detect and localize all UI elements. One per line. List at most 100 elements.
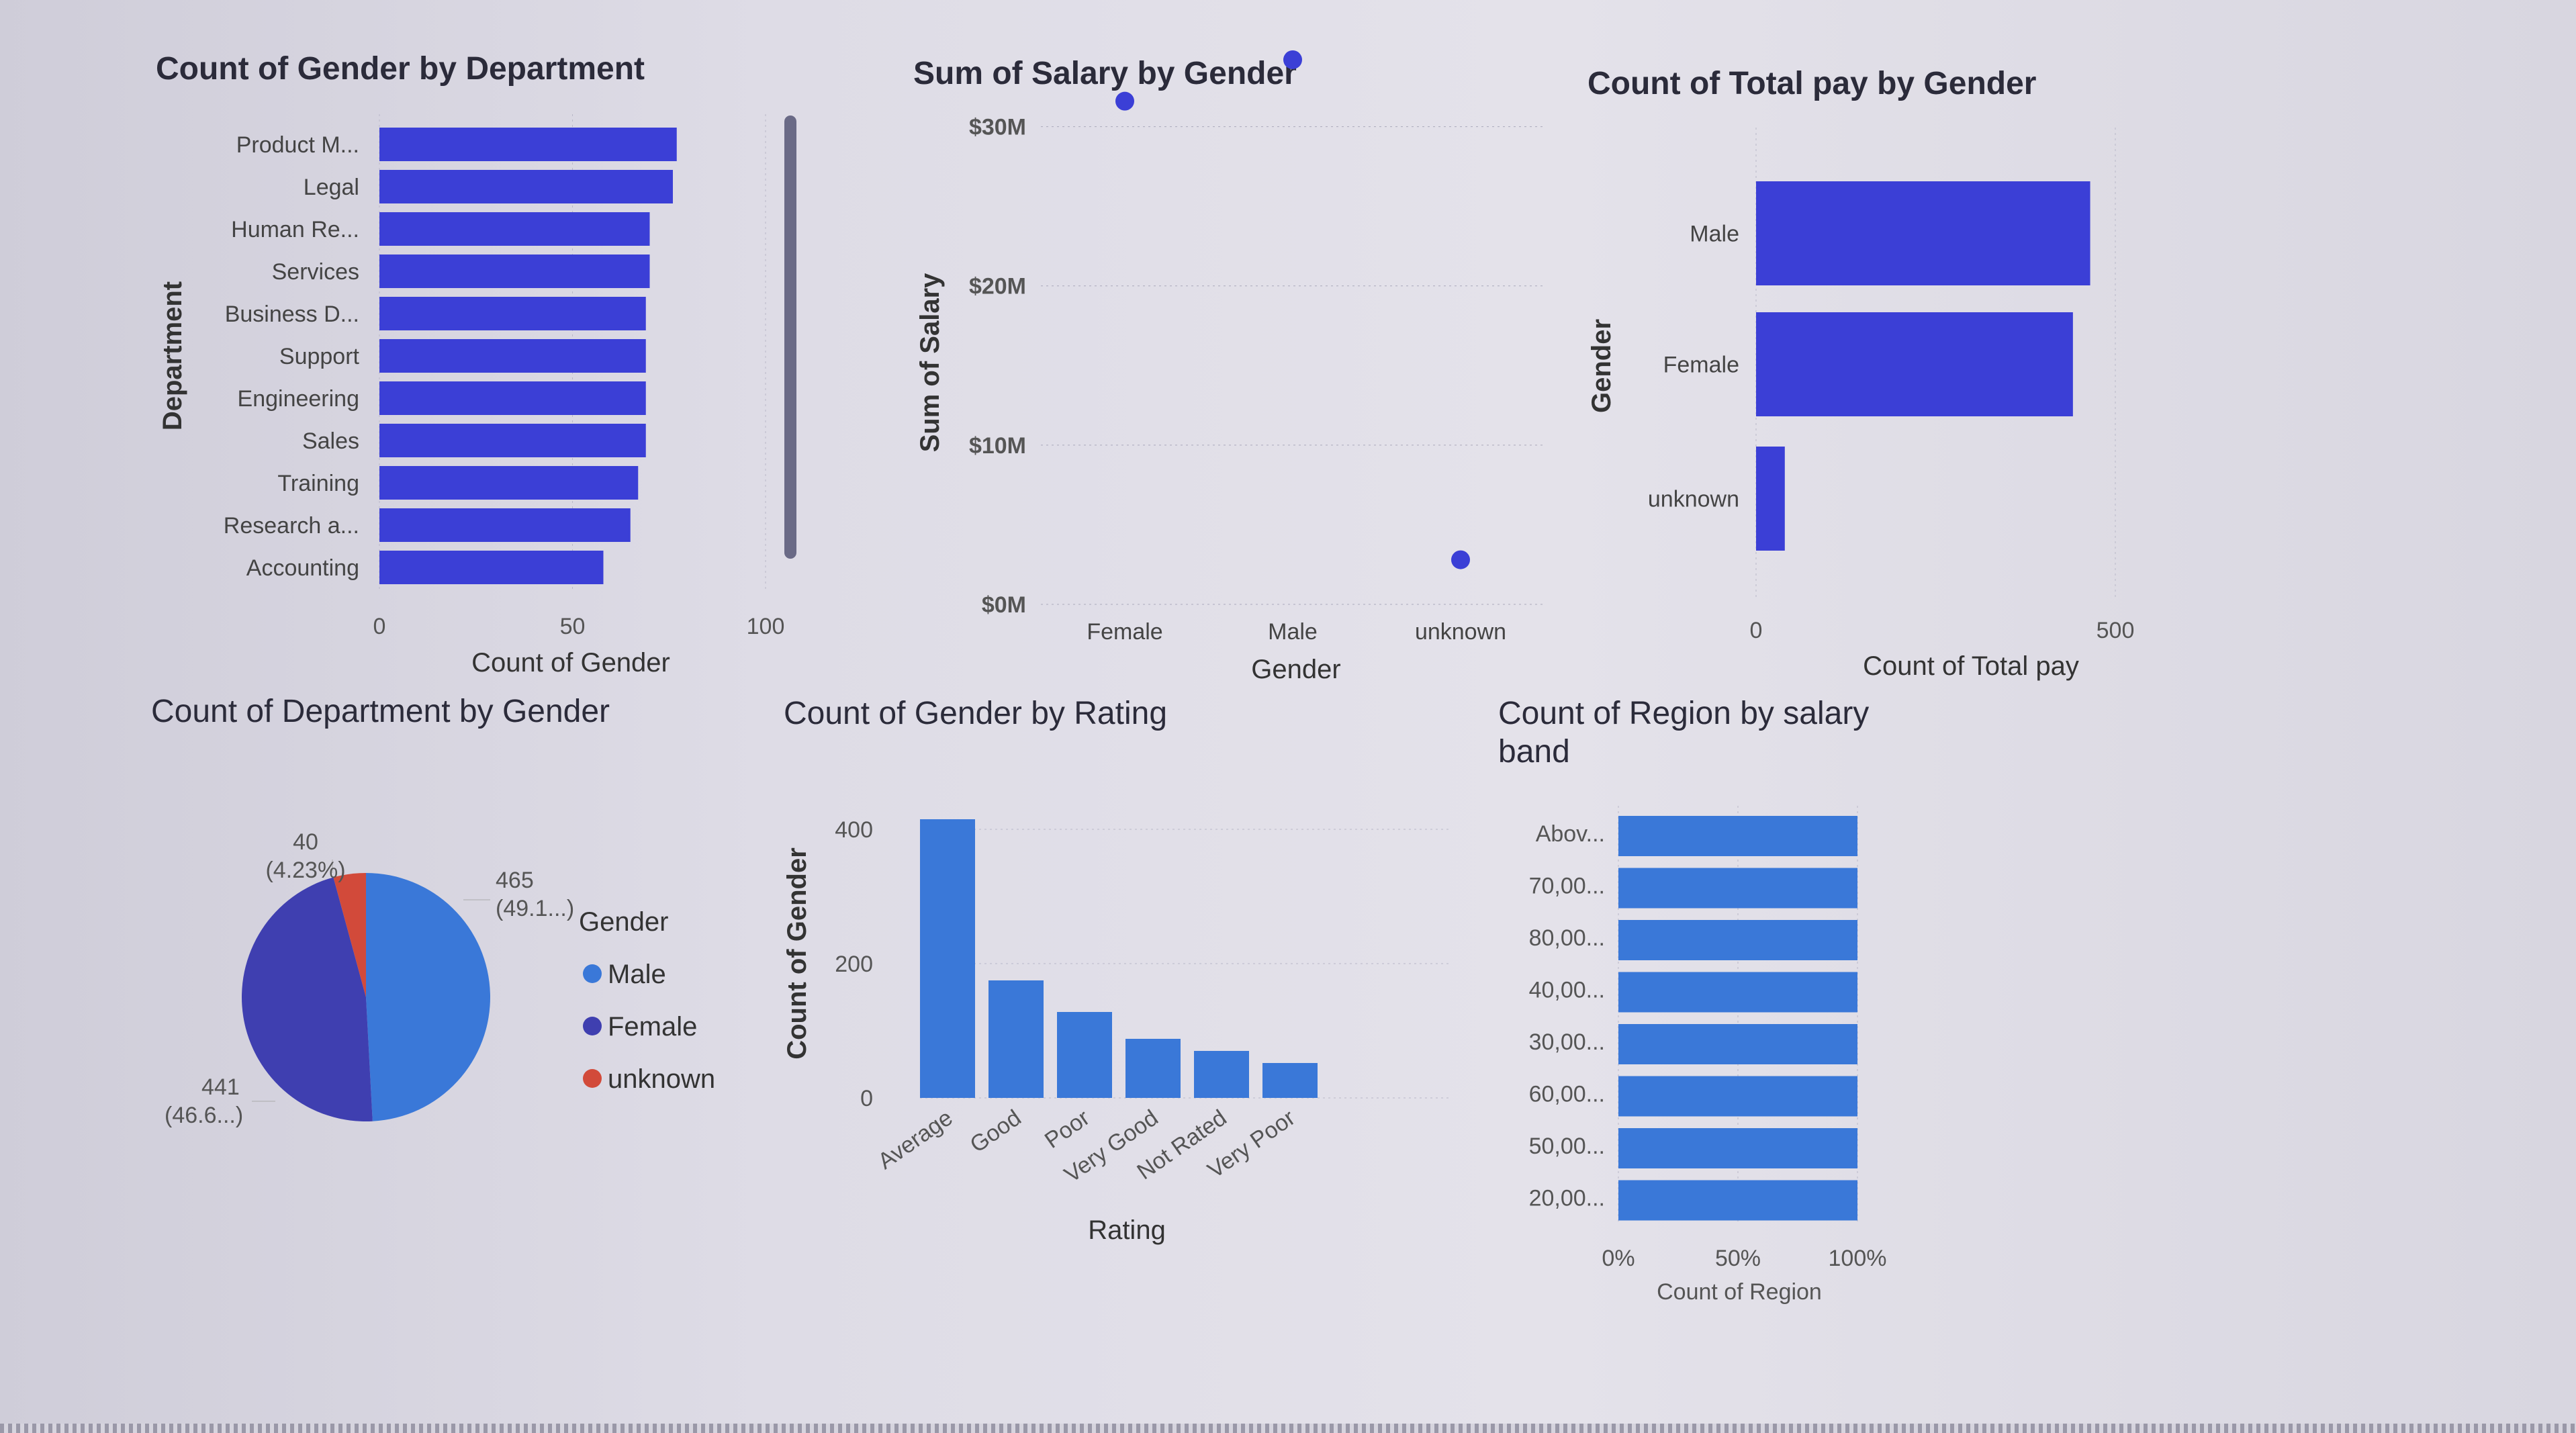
bar [379, 255, 650, 288]
x-tick-label: 100 [747, 614, 785, 639]
y-axis-label: Gender [1587, 319, 1616, 413]
x-category-label: Poor [1040, 1105, 1095, 1153]
y-category-label: 50,00... [1529, 1134, 1605, 1159]
y-category-label: 80,00... [1529, 925, 1605, 951]
y-category-label: Research a... [224, 513, 359, 539]
y-category-label: Business D... [225, 302, 359, 327]
bar [1756, 181, 2090, 285]
y-tick-label: $20M [969, 274, 1026, 299]
bar [1618, 1024, 1857, 1064]
bar [1618, 1076, 1857, 1117]
x-tick-label: 0% [1602, 1246, 1635, 1271]
y-category-label: 20,00... [1529, 1186, 1605, 1211]
x-axis-label: Count of Region [1657, 1279, 1822, 1305]
bar [1618, 868, 1857, 909]
chart-title: Count of Gender by Department [156, 51, 645, 87]
bar [379, 466, 639, 500]
y-category-label: 70,00... [1529, 874, 1605, 899]
x-category-label: Average [874, 1105, 958, 1174]
chart-title: Count of Total pay by Gender [1588, 66, 2036, 101]
scatter-point [1451, 550, 1470, 569]
bar [379, 128, 677, 161]
chart-title: Count of Region by salary [1498, 696, 1869, 731]
y-category-label: 30,00... [1529, 1029, 1605, 1055]
pie-pct-label: (46.6...) [165, 1103, 243, 1128]
legend-marker [583, 1069, 602, 1088]
pie-pct-label: (49.1...) [496, 896, 574, 921]
y-category-label: Sales [302, 428, 359, 454]
bar [1618, 1128, 1857, 1168]
x-tick-label: 50% [1715, 1246, 1761, 1271]
y-category-label: unknown [1648, 487, 1739, 512]
scrollbar [784, 115, 796, 559]
legend-title: Gender [579, 907, 668, 937]
y-category-label: Accounting [246, 555, 359, 581]
bar [920, 819, 975, 1098]
bar [1618, 920, 1857, 960]
x-axis-label: Count of Gender [471, 648, 670, 678]
chart-gender-by-department[interactable]: Count of Gender by Department 0 50 100 Produ… [0, 0, 866, 698]
bar [1756, 312, 2073, 416]
y-category-label: 40,00... [1529, 978, 1605, 1003]
chart-title: Count of Department by Gender [151, 694, 610, 729]
y-category-label: Male [1690, 222, 1739, 247]
x-category-label: Female [1087, 619, 1162, 645]
bar [379, 424, 646, 457]
y-category-label: Abov... [1536, 821, 1605, 847]
scatter-point [1115, 91, 1134, 111]
x-category-label: Good [966, 1105, 1026, 1158]
bar [1125, 1039, 1181, 1098]
bar [379, 212, 650, 246]
bar [1194, 1051, 1249, 1098]
bar [1756, 447, 1785, 551]
x-category-label: Male [1268, 619, 1318, 645]
pie-slice [333, 873, 366, 997]
y-category-label: Services [272, 259, 359, 285]
x-axis-label: Gender [1251, 655, 1340, 684]
pie-value-label: 441 [201, 1074, 240, 1100]
legend-marker [583, 964, 602, 983]
bar [1618, 1180, 1857, 1221]
chart-title-line2: band [1498, 734, 1570, 770]
y-tick-label: 0 [860, 1086, 873, 1111]
legend-marker [583, 1017, 602, 1035]
x-category-label: unknown [1415, 619, 1506, 645]
bar [379, 170, 673, 203]
y-category-label: Support [279, 344, 360, 369]
bar [379, 508, 631, 542]
chart-title: Sum of Salary by Gender [913, 56, 1297, 91]
bar [1618, 816, 1857, 856]
bar [379, 551, 604, 584]
legend-label: Female [608, 1012, 697, 1042]
x-tick-label: 0 [373, 614, 386, 639]
chart-gender-by-rating[interactable]: Count of Gender by Rating 0 200 400 Average G… [779, 672, 1484, 1433]
chart-salary-by-gender[interactable]: Sum of Salary by Gender $0M $10M $20M $30M Fe… [866, 0, 1558, 698]
scatter-point [1283, 50, 1302, 69]
pie-pct-label: (4.23%) [265, 858, 345, 883]
y-category-label: Female [1663, 353, 1739, 378]
y-tick-label: $0M [982, 592, 1026, 618]
y-category-label: Legal [304, 175, 359, 200]
legend-label: Male [608, 960, 666, 989]
chart-department-by-gender[interactable]: Count of Department by Gender 465 (49.1...… [0, 672, 779, 1433]
pie-value-label: 465 [496, 868, 534, 893]
bar [379, 381, 646, 415]
y-tick-label: 400 [835, 817, 873, 843]
y-category-label: Training [277, 471, 359, 496]
legend-label: unknown [608, 1064, 715, 1094]
x-axis-label: Count of Total pay [1863, 651, 2079, 681]
chart-title: Count of Gender by Rating [784, 696, 1167, 731]
pie-value-label: 40 [293, 829, 318, 855]
x-tick-label: 100% [1829, 1246, 1887, 1271]
x-tick-label: 50 [560, 614, 586, 639]
y-category-label: Engineering [238, 386, 359, 412]
y-axis-label: Sum of Salary [915, 273, 945, 453]
bar [1057, 1012, 1112, 1098]
y-tick-label: $30M [969, 115, 1026, 140]
y-category-label: Human Re... [231, 217, 359, 242]
chart-total-pay-by-gender[interactable]: Count of Total pay by Gender 0 500 Male Fema… [1558, 0, 2576, 698]
y-axis-label: Department [158, 281, 187, 430]
x-axis-label: Rating [1088, 1215, 1166, 1245]
